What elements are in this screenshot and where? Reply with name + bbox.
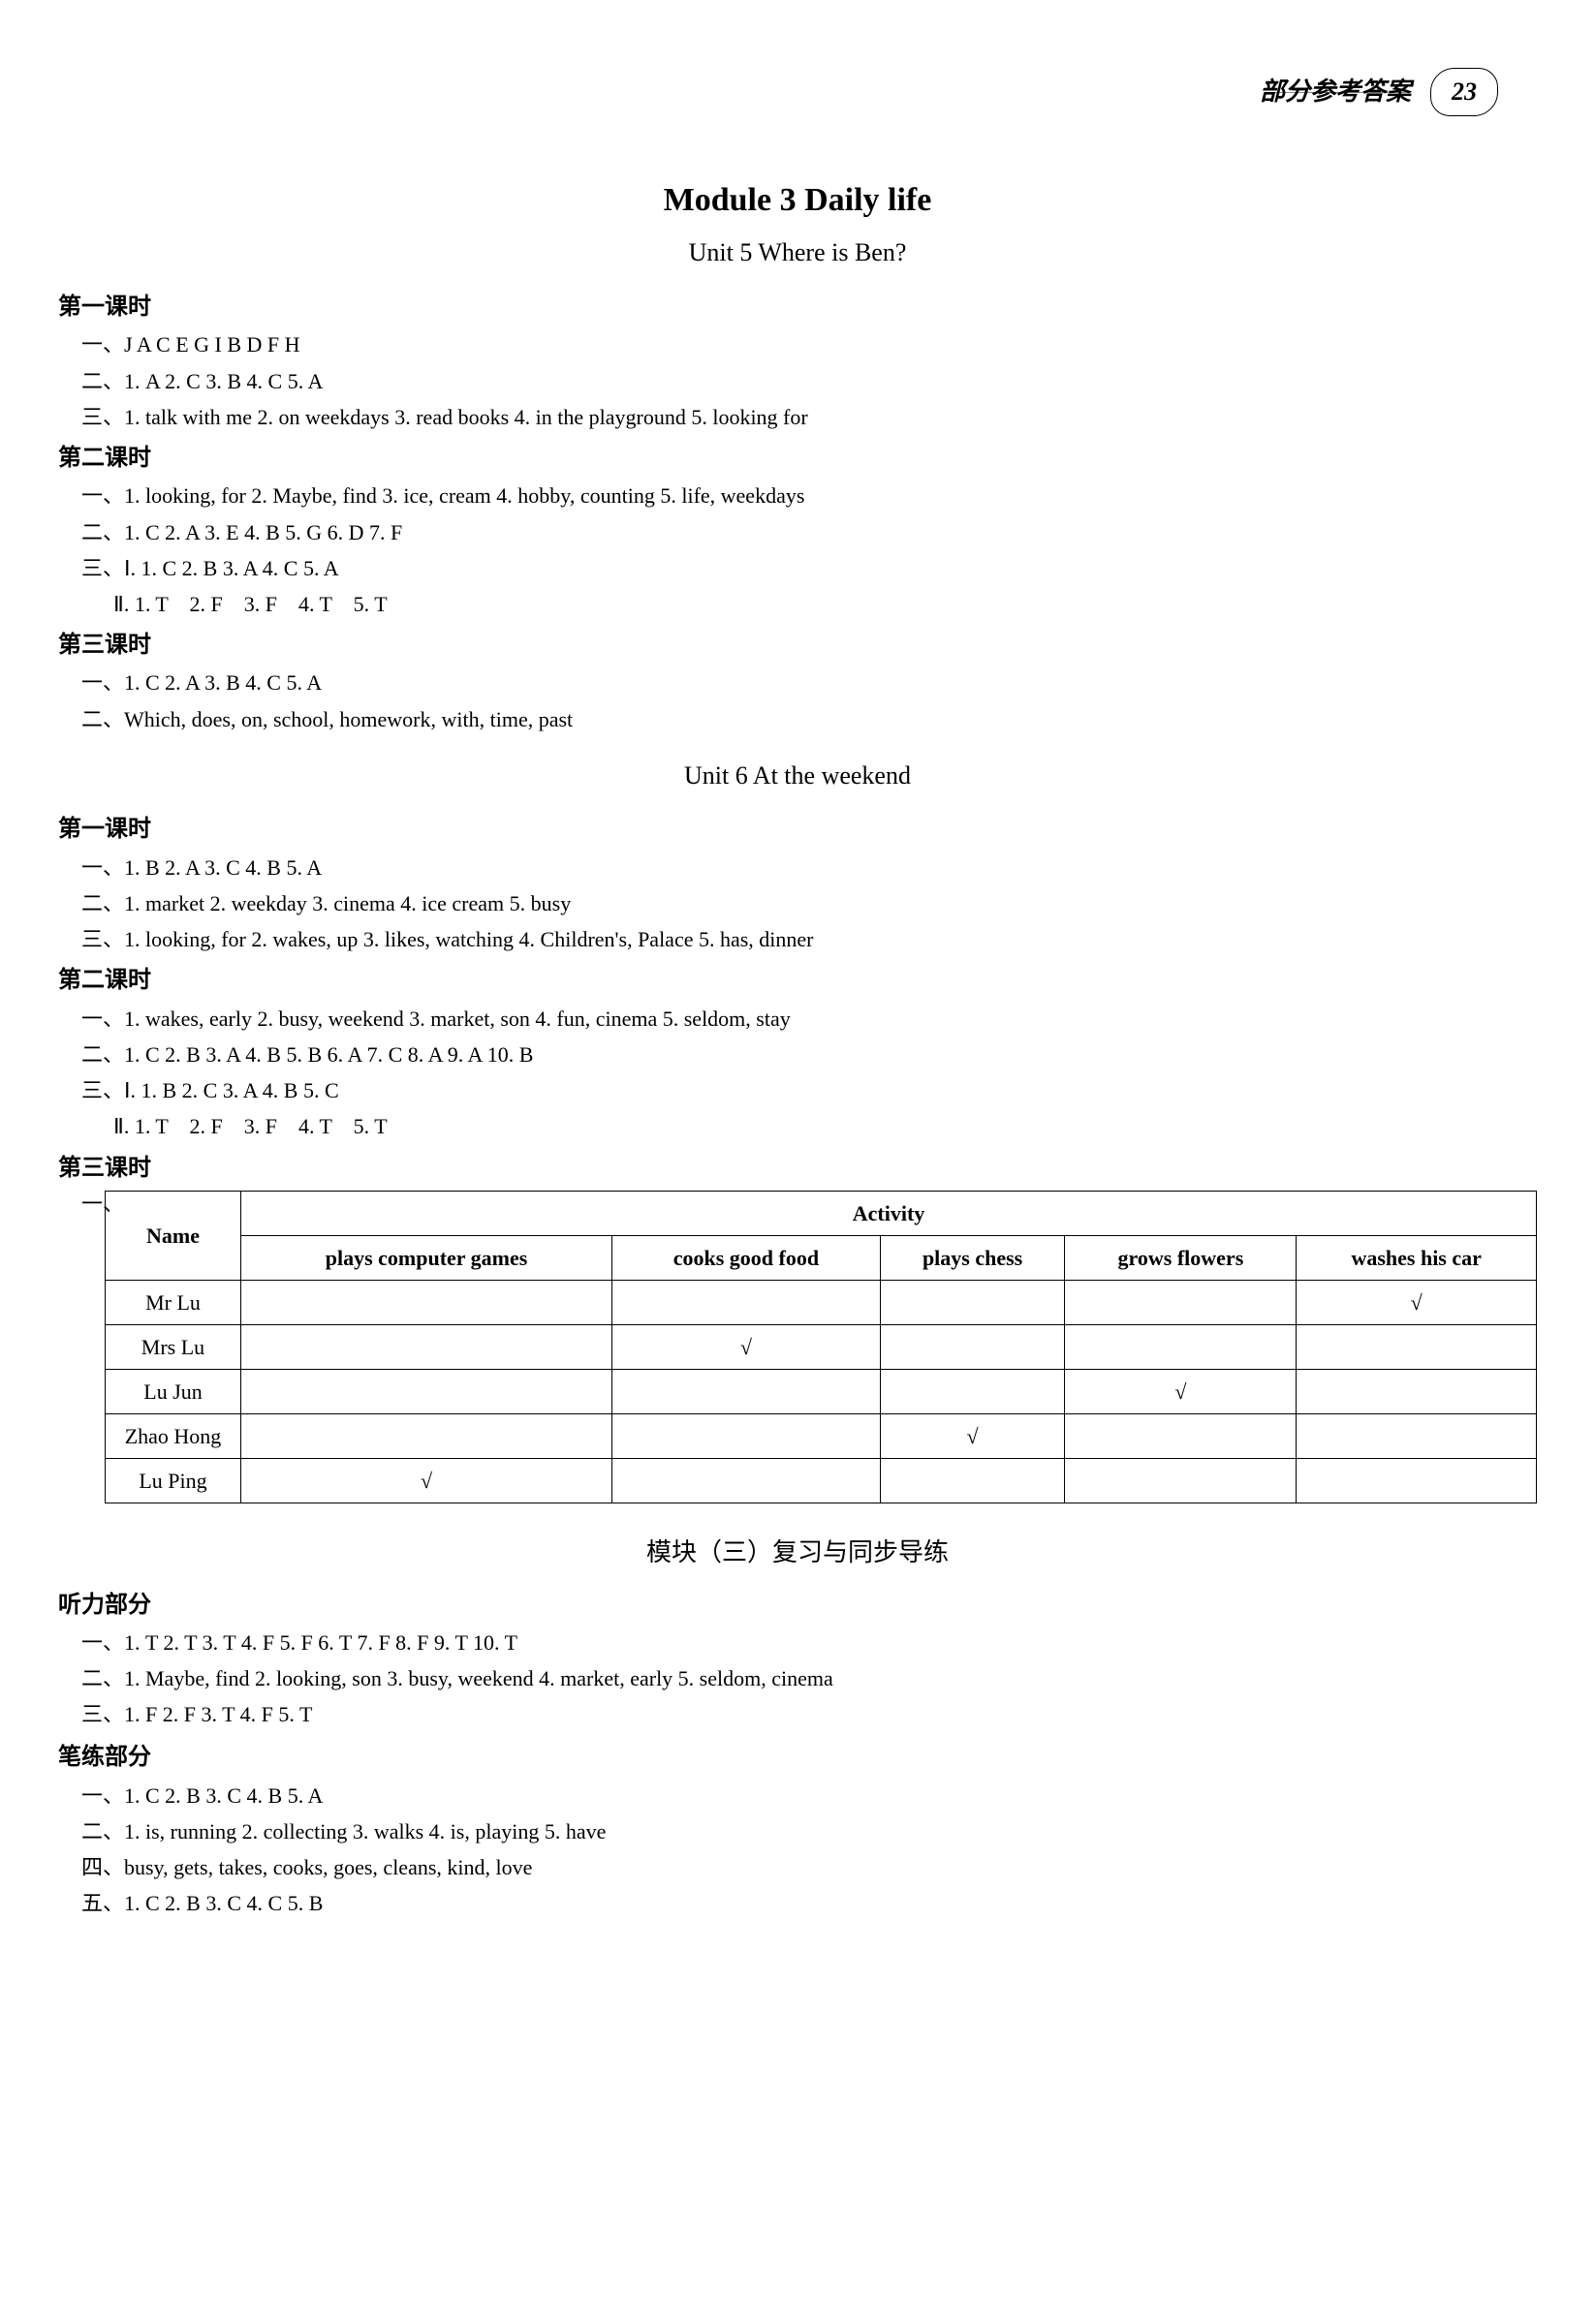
header-title: 部分参考答案 (1260, 72, 1411, 112)
row-cell (880, 1458, 1065, 1503)
u5-l3-line2: 二、Which, does, on, school, homework, wit… (58, 702, 1537, 736)
page-number-text: 23 (1452, 72, 1477, 112)
row-cell (1297, 1458, 1537, 1503)
table-row: Lu Jun √ (106, 1369, 1537, 1413)
row-cell (1065, 1324, 1297, 1369)
u5-l1-line2: 二、1. A 2. C 3. B 4. C 5. A (58, 364, 1537, 398)
row-cell (1297, 1324, 1537, 1369)
row-cell (880, 1280, 1065, 1324)
u6-lesson3-header: 第三课时 (58, 1150, 1537, 1187)
rev-w3: 四、busy, gets, takes, cooks, goes, cleans… (58, 1850, 1537, 1884)
row-cell: √ (1297, 1280, 1537, 1324)
col-4: washes his car (1297, 1235, 1537, 1280)
row-cell (1297, 1413, 1537, 1458)
u5-l1-line1: 一、J A C E G I B D F H (58, 327, 1537, 361)
unit6-title: Unit 6 At the weekend (58, 756, 1537, 796)
table-row: Mrs Lu √ (106, 1324, 1537, 1369)
u6-l2-line2: 二、1. C 2. B 3. A 4. B 5. B 6. A 7. C 8. … (58, 1038, 1537, 1071)
u6-lesson1-header: 第一课时 (58, 811, 1537, 848)
activity-table: Name Activity plays computer games cooks… (105, 1191, 1537, 1503)
u5-l2-line4: Ⅱ. 1. T 2. F 3. F 4. T 5. T (58, 587, 1537, 621)
row-cell (880, 1369, 1065, 1413)
review-title: 模块（三）复习与同步导练 (58, 1533, 1537, 1573)
rev-l1: 一、1. T 2. T 3. T 4. F 5. F 6. T 7. F 8. … (58, 1626, 1537, 1659)
row-name: Lu Ping (106, 1458, 241, 1503)
row-name: Zhao Hong (106, 1413, 241, 1458)
u6-l3-prefix: 一、 (58, 1187, 105, 1221)
u5-l2-line3: 三、Ⅰ. 1. C 2. B 3. A 4. C 5. A (58, 551, 1537, 585)
row-cell (1065, 1280, 1297, 1324)
u6-l1-line2: 二、1. market 2. weekday 3. cinema 4. ice … (58, 886, 1537, 920)
module-title: Module 3 Daily life (58, 174, 1537, 227)
u5-lesson2-header: 第二课时 (58, 440, 1537, 477)
name-header: Name (106, 1191, 241, 1280)
rev-w1: 一、1. C 2. B 3. C 4. B 5. A (58, 1779, 1537, 1813)
table-row: Lu Ping√ (106, 1458, 1537, 1503)
u6-l2-line3: 三、Ⅰ. 1. B 2. C 3. A 4. B 5. C (58, 1073, 1537, 1107)
rev-l2: 二、1. Maybe, find 2. looking, son 3. busy… (58, 1661, 1537, 1695)
row-cell (1297, 1369, 1537, 1413)
u6-l1-line3: 三、1. looking, for 2. wakes, up 3. likes,… (58, 922, 1537, 956)
row-name: Lu Jun (106, 1369, 241, 1413)
row-cell: √ (241, 1458, 612, 1503)
row-cell (241, 1369, 612, 1413)
rev-l3: 三、1. F 2. F 3. T 4. F 5. T (58, 1697, 1537, 1731)
row-cell (1065, 1458, 1297, 1503)
row-cell (612, 1458, 881, 1503)
row-cell (612, 1369, 881, 1413)
u5-l3-line1: 一、1. C 2. A 3. B 4. C 5. A (58, 666, 1537, 699)
table-row: Zhao Hong √ (106, 1413, 1537, 1458)
unit5-title: Unit 5 Where is Ben? (58, 232, 1537, 273)
u6-lesson2-header: 第二课时 (58, 962, 1537, 999)
table-header-row: Name Activity (106, 1191, 1537, 1235)
writing-header: 笔练部分 (58, 1739, 1537, 1776)
col-0: plays computer games (241, 1235, 612, 1280)
u6-l1-line1: 一、1. B 2. A 3. C 4. B 5. A (58, 851, 1537, 884)
u6-l2-line4: Ⅱ. 1. T 2. F 3. F 4. T 5. T (58, 1109, 1537, 1143)
u5-l2-line1: 一、1. looking, for 2. Maybe, find 3. ice,… (58, 479, 1537, 512)
page-header: 部分参考答案 23 (58, 58, 1537, 145)
row-cell (612, 1280, 881, 1324)
row-cell: √ (1065, 1369, 1297, 1413)
row-cell (880, 1324, 1065, 1369)
page-number: 23 (1430, 68, 1498, 116)
col-3: grows flowers (1065, 1235, 1297, 1280)
col-1: cooks good food (612, 1235, 881, 1280)
row-cell (1065, 1413, 1297, 1458)
col-2: plays chess (880, 1235, 1065, 1280)
table-row: Mr Lu √ (106, 1280, 1537, 1324)
activity-header: Activity (241, 1191, 1537, 1235)
listening-header: 听力部分 (58, 1587, 1537, 1624)
u5-l2-line2: 二、1. C 2. A 3. E 4. B 5. G 6. D 7. F (58, 515, 1537, 549)
row-cell (241, 1280, 612, 1324)
u5-lesson3-header: 第三课时 (58, 627, 1537, 664)
row-cell: √ (880, 1413, 1065, 1458)
row-name: Mrs Lu (106, 1324, 241, 1369)
row-cell (612, 1413, 881, 1458)
u5-l1-line3: 三、1. talk with me 2. on weekdays 3. read… (58, 400, 1537, 434)
u5-lesson1-header: 第一课时 (58, 289, 1537, 325)
rev-w4: 五、1. C 2. B 3. C 4. C 5. B (58, 1886, 1537, 1920)
u6-l2-line1: 一、1. wakes, early 2. busy, weekend 3. ma… (58, 1002, 1537, 1036)
table-columns-row: plays computer games cooks good food pla… (106, 1235, 1537, 1280)
row-cell: √ (612, 1324, 881, 1369)
row-cell (241, 1324, 612, 1369)
row-name: Mr Lu (106, 1280, 241, 1324)
row-cell (241, 1413, 612, 1458)
rev-w2: 二、1. is, running 2. collecting 3. walks … (58, 1814, 1537, 1848)
